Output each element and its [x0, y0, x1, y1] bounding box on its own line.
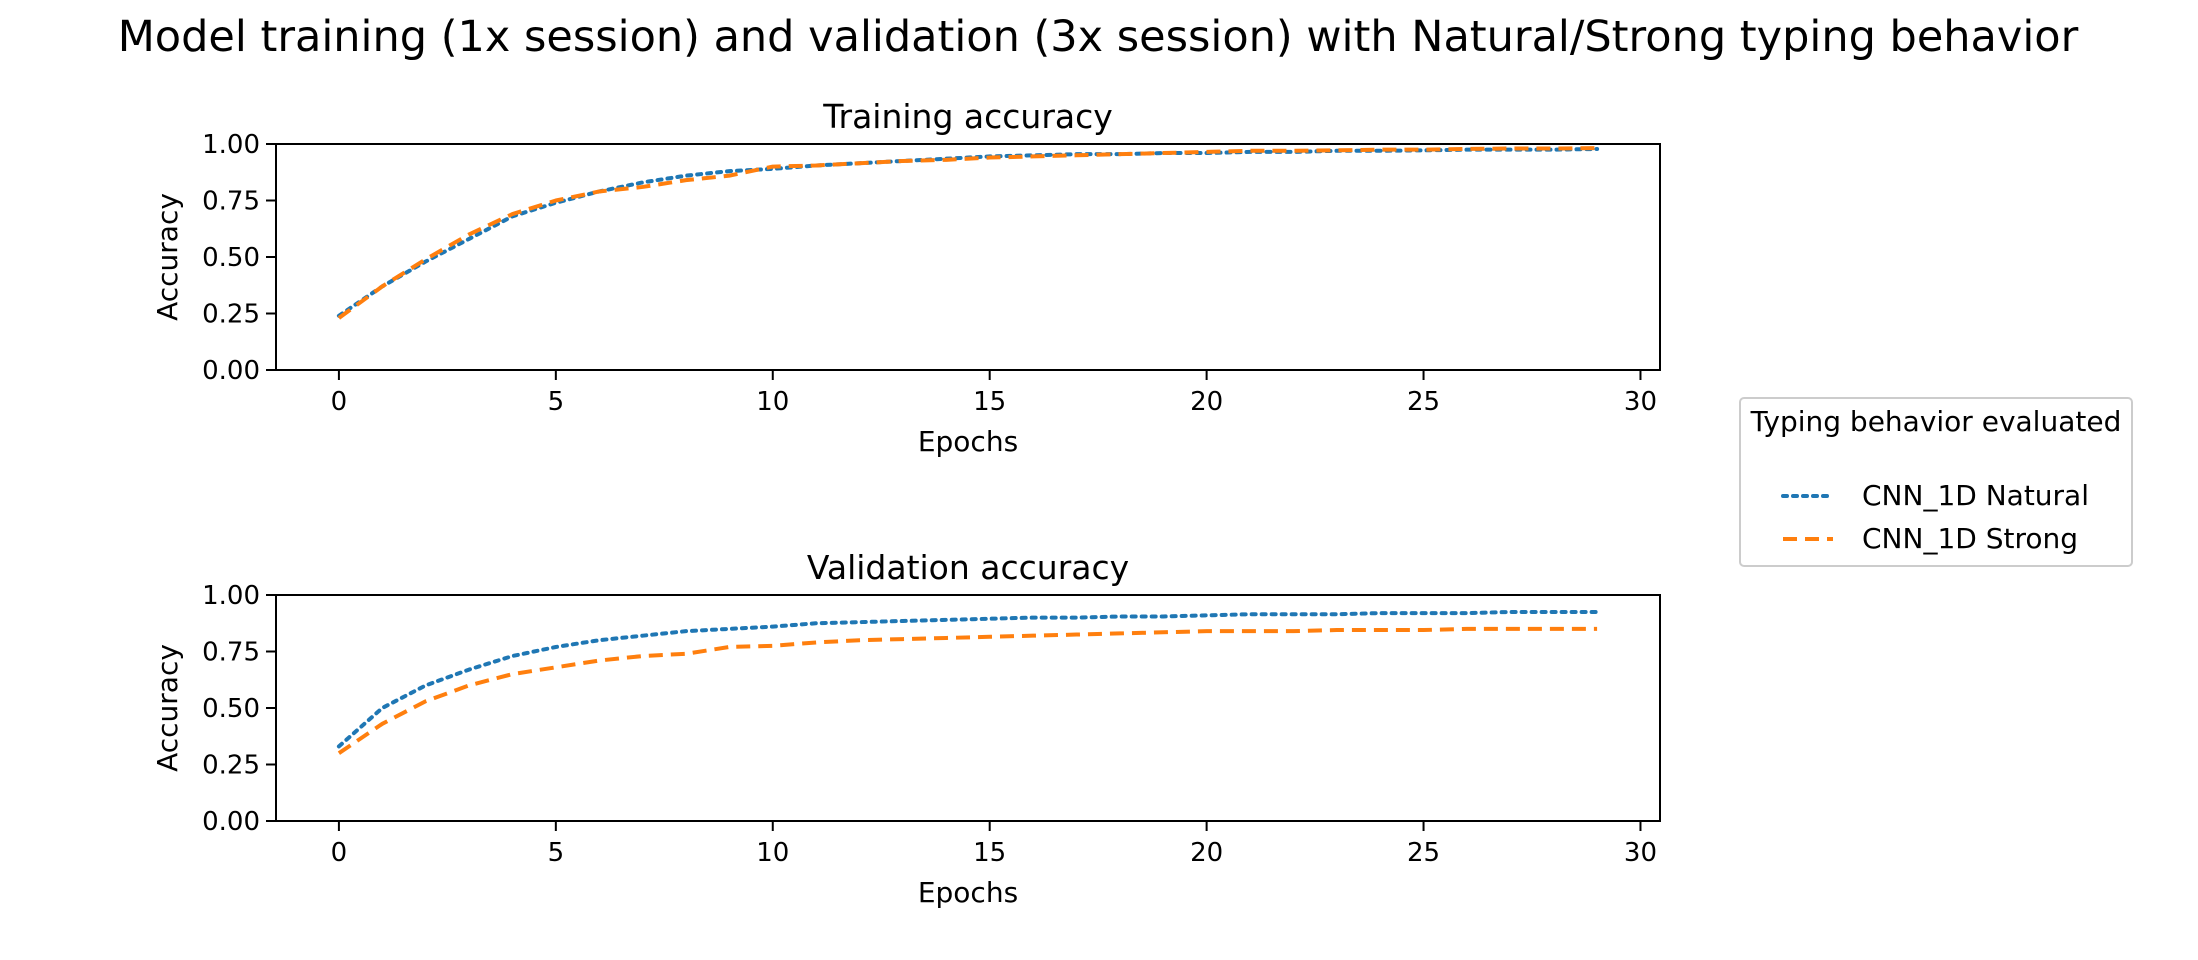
- x-tick-label: 30: [1624, 838, 1657, 868]
- y-tick-label: 0.75: [202, 638, 260, 668]
- y-tick-label: 0.50: [202, 243, 260, 273]
- series-line-natural: [336, 146, 1600, 318]
- x-tick-label: 5: [548, 838, 565, 868]
- x-axis-label: Epochs: [918, 425, 1018, 458]
- y-axis-label: Accuracy: [151, 193, 184, 321]
- y-tick-label: 1.00: [202, 130, 260, 160]
- x-tick-label: 15: [973, 387, 1006, 417]
- x-tick-label: 5: [548, 387, 565, 417]
- series-line-strong: [337, 146, 1598, 320]
- legend-box: [1739, 397, 2133, 567]
- x-tick-label: 10: [756, 838, 789, 868]
- x-tick-label: 0: [331, 838, 348, 868]
- legend-label-strong: CNN_1D Strong: [1862, 522, 2078, 555]
- chart-title: Validation accuracy: [807, 548, 1129, 587]
- x-tick-label: 10: [756, 387, 789, 417]
- y-tick-label: 0.75: [202, 187, 260, 217]
- chart-panel-validation: Validation accuracy 0 5 10 15 20 25 30 0.00 0.25 0…: [151, 548, 1661, 909]
- y-axis-label: Accuracy: [151, 644, 184, 772]
- y-tick-label: 0.25: [202, 751, 260, 781]
- x-tick-label: 0: [331, 387, 348, 417]
- x-tick-label: 25: [1407, 387, 1440, 417]
- y-tick-label: 1.00: [202, 581, 260, 611]
- x-tick-label: 20: [1190, 387, 1223, 417]
- y-tick-label: 0.00: [202, 356, 260, 386]
- series-line-natural: [336, 609, 1600, 749]
- legend-item-natural: CNN_1D Natural: [1781, 479, 2089, 512]
- x-axis-label: Epochs: [918, 876, 1018, 909]
- x-tick-label: 30: [1624, 387, 1657, 417]
- legend-label-natural: CNN_1D Natural: [1862, 479, 2089, 512]
- series-line-strong: [337, 626, 1598, 755]
- plot-frame: [275, 143, 1661, 371]
- chart-panel-training: Training accuracy 0 5 10 15 20 25 30 0.00 0.25 0.5…: [151, 97, 1661, 458]
- figure-title: Model training (1x session) and validati…: [118, 12, 2079, 62]
- x-tick-label: 15: [973, 838, 1006, 868]
- legend: Typing behavior evaluated CNN_1D Natural…: [1739, 397, 2133, 567]
- x-tick-label: 20: [1190, 838, 1223, 868]
- chart-area: Training accuracy 0 5 10 15 20 25 30 0.00 0.25 0.5…: [151, 97, 1661, 909]
- y-tick-label: 0.00: [202, 807, 260, 837]
- legend-item-strong: CNN_1D Strong: [1783, 522, 2078, 555]
- y-tick-label: 0.25: [202, 300, 260, 330]
- y-tick-label: 0.50: [202, 694, 260, 724]
- chart-title: Training accuracy: [822, 97, 1113, 136]
- x-tick-label: 25: [1407, 838, 1440, 868]
- legend-title: Typing behavior evaluated: [1750, 405, 2122, 438]
